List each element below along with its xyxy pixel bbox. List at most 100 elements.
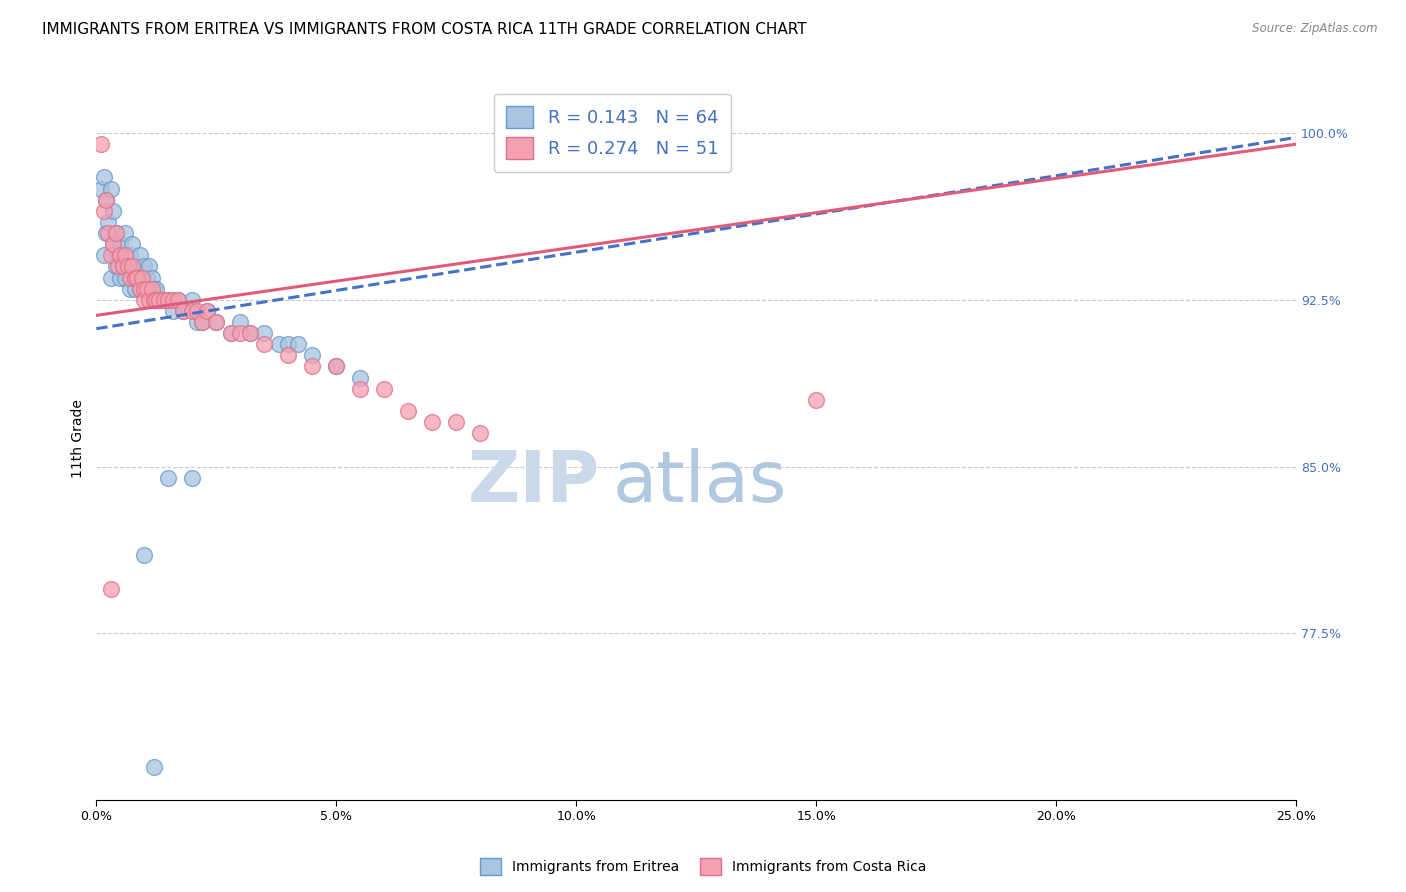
Point (97, 215, 120, 229)
Point (134, 282, 156, 296)
Point (142, 760, 165, 774)
Point (446, 415, 468, 429)
Point (325, 359, 347, 374)
Point (229, 326, 252, 340)
Point (94, 226, 117, 240)
Point (195, 304, 218, 318)
Point (128, 282, 150, 296)
Point (470, 426, 492, 441)
Point (396, 404, 419, 418)
Point (191, 315, 214, 329)
Legend: Immigrants from Eritrea, Immigrants from Costa Rica: Immigrants from Eritrea, Immigrants from… (474, 853, 932, 880)
Point (100, 270, 122, 285)
Point (148, 293, 170, 307)
Point (157, 293, 180, 307)
Point (121, 270, 143, 285)
Point (420, 415, 443, 429)
Point (253, 326, 276, 340)
Point (114, 248, 136, 262)
Point (104, 260, 127, 274)
Point (145, 293, 167, 307)
Point (141, 270, 163, 285)
Point (253, 337, 276, 351)
Point (134, 260, 156, 274)
Point (287, 337, 309, 351)
Point (100, 181, 122, 195)
Point (127, 270, 149, 285)
Point (138, 293, 160, 307)
Point (325, 359, 347, 374)
Point (101, 203, 124, 218)
Point (124, 282, 146, 296)
Point (135, 282, 157, 296)
Point (107, 260, 129, 274)
Point (100, 248, 122, 262)
Point (131, 270, 153, 285)
Point (97, 226, 120, 240)
Point (131, 270, 153, 285)
Point (219, 326, 242, 340)
Point (157, 293, 180, 307)
Point (162, 304, 184, 318)
Point (114, 226, 136, 240)
Point (111, 260, 134, 274)
Point (172, 304, 194, 318)
Point (162, 293, 184, 307)
Point (191, 315, 214, 329)
Point (134, 549, 156, 563)
Point (110, 248, 132, 262)
Point (138, 282, 160, 296)
Point (349, 382, 371, 396)
Point (267, 337, 290, 351)
Point (104, 226, 127, 240)
Point (134, 293, 156, 307)
Point (152, 293, 174, 307)
Point (301, 359, 323, 374)
Point (128, 282, 150, 296)
Point (90, 181, 112, 195)
Point (172, 304, 194, 318)
Point (90, 137, 112, 152)
Point (107, 248, 129, 262)
Point (118, 282, 141, 296)
Point (142, 282, 165, 296)
Text: atlas: atlas (612, 448, 786, 516)
Point (121, 237, 143, 252)
Point (104, 226, 127, 240)
Point (205, 315, 228, 329)
Point (138, 260, 160, 274)
Point (806, 392, 828, 407)
Point (134, 282, 156, 296)
Point (93, 203, 115, 218)
Point (141, 282, 163, 296)
Point (124, 260, 146, 274)
Point (121, 260, 143, 274)
Point (127, 270, 149, 285)
Point (142, 293, 165, 307)
Point (239, 326, 262, 340)
Point (167, 293, 190, 307)
Point (167, 293, 190, 307)
Point (128, 248, 150, 262)
Point (186, 304, 208, 318)
Point (142, 293, 165, 307)
Point (239, 326, 262, 340)
Point (181, 470, 204, 484)
Point (101, 237, 124, 252)
Legend: R = 0.143   N = 64, R = 0.274   N = 51: R = 0.143 N = 64, R = 0.274 N = 51 (494, 94, 731, 172)
Point (373, 382, 395, 396)
Point (301, 348, 323, 362)
Point (152, 293, 174, 307)
Point (110, 270, 132, 285)
Point (277, 337, 299, 351)
Point (118, 248, 141, 262)
Point (195, 304, 218, 318)
Point (117, 260, 139, 274)
Point (94, 193, 117, 207)
Point (94, 193, 117, 207)
Point (93, 170, 115, 185)
Point (181, 304, 204, 318)
Point (93, 248, 115, 262)
Point (145, 282, 167, 296)
Point (150, 293, 173, 307)
